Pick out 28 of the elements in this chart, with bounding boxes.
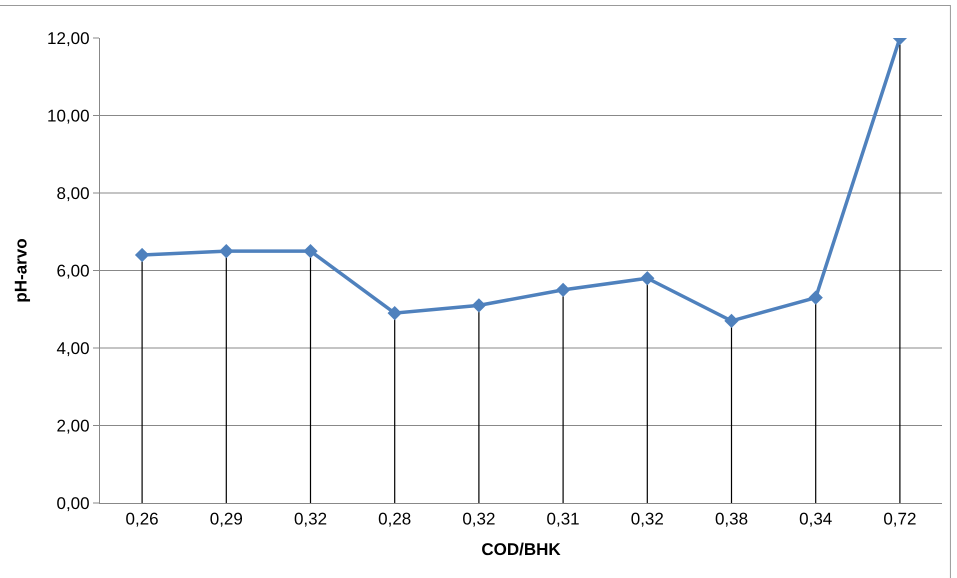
x-axis-title: COD/BHK xyxy=(481,540,562,559)
point xyxy=(472,298,486,313)
x-tick-label: 0,34 xyxy=(799,509,832,528)
y-tick-label: 6,00 xyxy=(56,261,90,280)
x-tick-label: 0,32 xyxy=(630,509,664,528)
point xyxy=(388,306,402,320)
x-tick-label: 0,26 xyxy=(126,509,159,528)
x-tick-label: 0,38 xyxy=(714,509,748,528)
x-tick-label: 0,29 xyxy=(210,509,243,528)
y-tick-label: 12,00 xyxy=(47,28,90,48)
y-axis-title: pH-arvo xyxy=(12,238,31,303)
x-tick-label: 0,31 xyxy=(546,509,580,528)
point xyxy=(219,244,234,258)
y-tick-label: 0,00 xyxy=(56,494,90,513)
point xyxy=(303,244,318,258)
x-tick-label: 0,28 xyxy=(378,509,412,528)
x-tick-label: 0,32 xyxy=(462,509,496,528)
point xyxy=(724,314,739,328)
y-tick-label: 10,00 xyxy=(47,106,90,126)
point xyxy=(808,290,823,305)
y-tick-label: 8,00 xyxy=(56,184,90,203)
point xyxy=(640,271,654,286)
y-tick-label: 4,00 xyxy=(56,338,90,358)
y-tick-label: 2,00 xyxy=(56,416,90,436)
x-tick-label: 0,72 xyxy=(883,509,916,528)
point xyxy=(556,282,570,298)
x-tick-label: 0,32 xyxy=(294,509,328,528)
point xyxy=(134,248,150,262)
